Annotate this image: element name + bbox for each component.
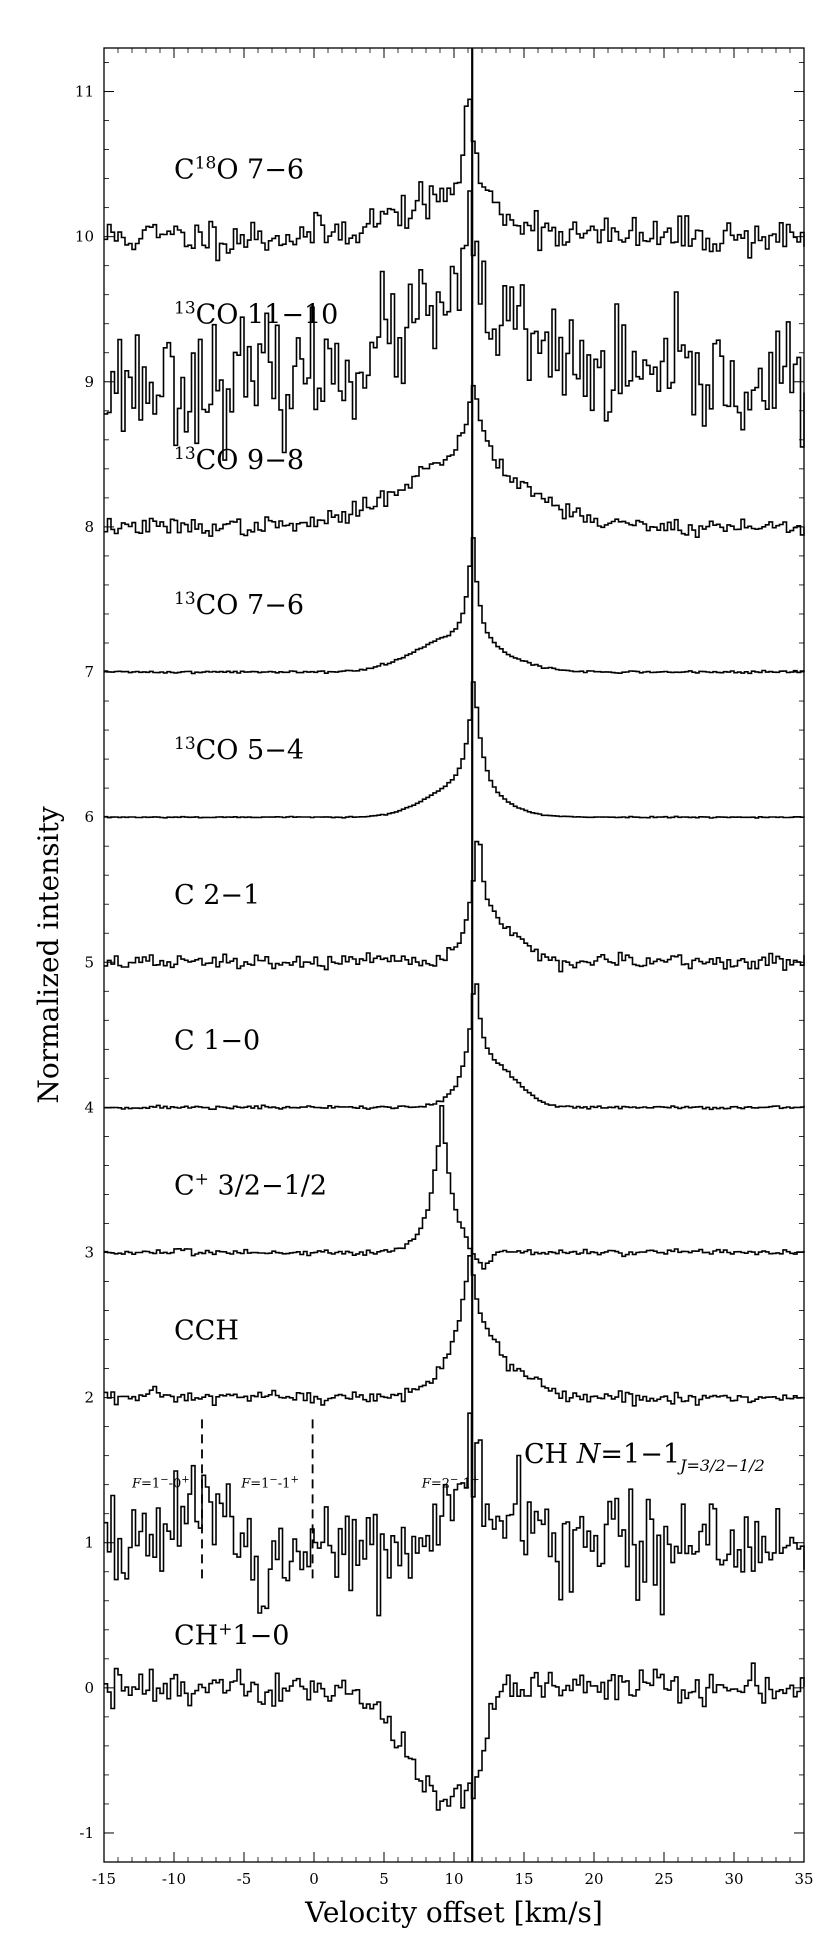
spectrum-line [104,1105,805,1270]
series-label: C+ 3/2−1/2 [174,1169,327,1201]
y-tick-label: 2 [84,1389,94,1407]
spectrum-line [104,537,805,675]
y-tick-label: 4 [84,1098,94,1116]
series-label: C 1−0 [174,1025,260,1056]
spectrum-line [104,681,805,819]
x-tick-label: 25 [654,1870,673,1888]
spectrum-line [104,1412,805,1617]
line-labels: C18O 7−6 13CO 11−10 13CO 9−8 13CO 7−6 13CO 5… [174,154,765,1652]
y-tick-label: 9 [84,373,94,391]
spectrum-line [104,190,805,461]
hfs-label: F=2−-1+ [421,1475,480,1492]
spectrum-line [104,983,805,1111]
series-label: 13CO 7−6 [174,589,304,621]
series-label: 13CO 11−10 [174,299,338,331]
spectrum-line [104,1255,805,1407]
y-tick-label: 5 [84,953,94,971]
x-tick-label: 0 [309,1870,319,1888]
y-tick-label: 10 [75,228,94,246]
y-tick-label: 0 [84,1679,94,1697]
y-axis-label: Normalized intensity [32,806,65,1103]
y-tick-label: -1 [79,1824,94,1842]
spectrum-line [104,98,805,262]
x-tick-label: -10 [162,1870,186,1888]
spectra-series [104,98,805,1811]
series-label: CCH [174,1316,239,1347]
x-tick-label: 35 [794,1870,813,1888]
x-tick-label: 15 [514,1870,533,1888]
series-label: C18O 7−6 [174,154,304,186]
y-tick-label: 7 [84,663,94,681]
spectrum-line [104,840,805,973]
y-tick-label: 3 [84,1243,94,1261]
hfs-label: F=1−-0+ [131,1475,190,1492]
x-tick-label: 10 [444,1870,463,1888]
y-tick-label: 6 [84,808,94,826]
y-tick-label: 11 [75,83,94,101]
spectrum-line [104,1662,805,1811]
x-axis-label: Velocity offset [km/s] [304,1896,603,1929]
x-tick-label: 20 [584,1870,603,1888]
series-label: 13CO 5−4 [174,734,304,766]
x-tick-label: -15 [92,1870,116,1888]
series-label: CH+1−0 [174,1619,289,1651]
x-tick-label: -5 [237,1870,252,1888]
series-label: 13CO 9−8 [174,444,304,476]
x-tick-label: 5 [379,1870,389,1888]
hfs-label: F=1−-1+ [240,1475,299,1492]
spectrum-line [104,384,805,538]
x-tick-label: 30 [724,1870,743,1888]
y-tick-label: 8 [84,518,94,536]
series-label: CH N=1−1J=3/2−1/2 [524,1439,765,1475]
y-tick-label: 1 [84,1534,94,1552]
series-label: C 2−1 [174,880,260,911]
hfs-annotations: F=1−-0+ F=1−-1+ F=2−-1+ [131,1419,480,1580]
